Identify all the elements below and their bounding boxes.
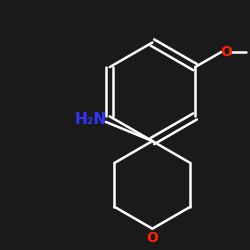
Text: O: O (146, 231, 158, 245)
Text: O: O (221, 45, 232, 59)
Text: H₂N: H₂N (75, 112, 107, 127)
Bar (147, 224, 158, 241)
Bar (221, 44, 232, 60)
